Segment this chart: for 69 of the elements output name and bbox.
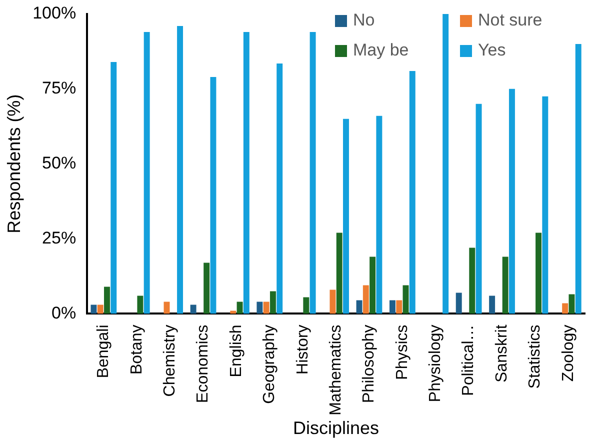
bar bbox=[389, 300, 396, 314]
bar bbox=[137, 296, 144, 314]
x-tick-label: Philosophy bbox=[360, 324, 378, 403]
x-tick-label: Sanskrit bbox=[493, 324, 510, 382]
bar bbox=[104, 286, 110, 314]
bar bbox=[270, 291, 276, 314]
x-tick-label: Statistics bbox=[526, 324, 544, 389]
bar bbox=[303, 297, 310, 314]
bar bbox=[263, 302, 270, 314]
legend-label: May be bbox=[353, 40, 409, 60]
bar bbox=[230, 310, 236, 314]
y-tick-label: 0% bbox=[52, 303, 76, 322]
bar bbox=[243, 32, 250, 314]
y-tick-label: 50% bbox=[42, 154, 76, 173]
bar bbox=[568, 294, 575, 314]
bar bbox=[210, 76, 216, 314]
x-axis-title: Disciplines bbox=[293, 418, 380, 438]
x-tick-label: Mathematics bbox=[327, 324, 344, 416]
bar bbox=[456, 292, 462, 314]
bar bbox=[276, 63, 283, 314]
bar bbox=[90, 304, 97, 314]
y-tick-label: 75% bbox=[42, 78, 76, 98]
bar bbox=[469, 248, 476, 314]
x-tick-label: Chemistry bbox=[161, 324, 178, 397]
bar bbox=[236, 302, 243, 314]
y-tick-label: 100% bbox=[32, 4, 76, 23]
bar bbox=[310, 32, 316, 314]
x-tick-label: Physics bbox=[394, 324, 411, 380]
bar bbox=[164, 302, 170, 314]
x-tick-label: Political… bbox=[460, 324, 478, 396]
bar bbox=[177, 26, 184, 314]
bar bbox=[110, 62, 117, 314]
x-tick-label: Zoology bbox=[560, 324, 577, 382]
x-tick-label: English bbox=[228, 324, 245, 378]
bar bbox=[409, 70, 416, 314]
x-tick-label: Physiology bbox=[427, 324, 444, 402]
bar bbox=[489, 296, 496, 314]
bar bbox=[536, 232, 542, 314]
bar bbox=[542, 96, 548, 314]
bar bbox=[376, 116, 382, 314]
bar bbox=[370, 256, 376, 314]
bar bbox=[476, 104, 482, 314]
bar bbox=[343, 118, 349, 314]
bar bbox=[336, 232, 342, 314]
bar bbox=[144, 32, 150, 314]
bar bbox=[190, 304, 196, 314]
legend-label: No bbox=[353, 10, 375, 30]
bar bbox=[97, 304, 104, 314]
bar bbox=[356, 300, 362, 314]
x-tick-label: History bbox=[294, 324, 312, 374]
bar bbox=[562, 303, 568, 314]
x-tick-label: Botany bbox=[128, 324, 146, 375]
bar bbox=[204, 262, 210, 314]
legend-label: Not sure bbox=[478, 10, 542, 30]
bar bbox=[502, 256, 508, 314]
x-tick-label: Geography bbox=[261, 324, 278, 404]
bar bbox=[330, 290, 336, 314]
bar bbox=[256, 302, 263, 314]
x-tick-label: Bengali bbox=[95, 324, 112, 378]
bar bbox=[575, 44, 582, 314]
y-tick-label: 25% bbox=[42, 228, 76, 248]
x-tick-label: Economics bbox=[194, 324, 212, 403]
bar bbox=[402, 285, 409, 314]
bar bbox=[396, 300, 402, 314]
bar bbox=[442, 14, 449, 314]
bar bbox=[508, 88, 515, 314]
bar bbox=[362, 285, 369, 314]
y-axis-title: Respondents (%) bbox=[4, 94, 24, 234]
legend-label: Yes bbox=[478, 40, 506, 60]
